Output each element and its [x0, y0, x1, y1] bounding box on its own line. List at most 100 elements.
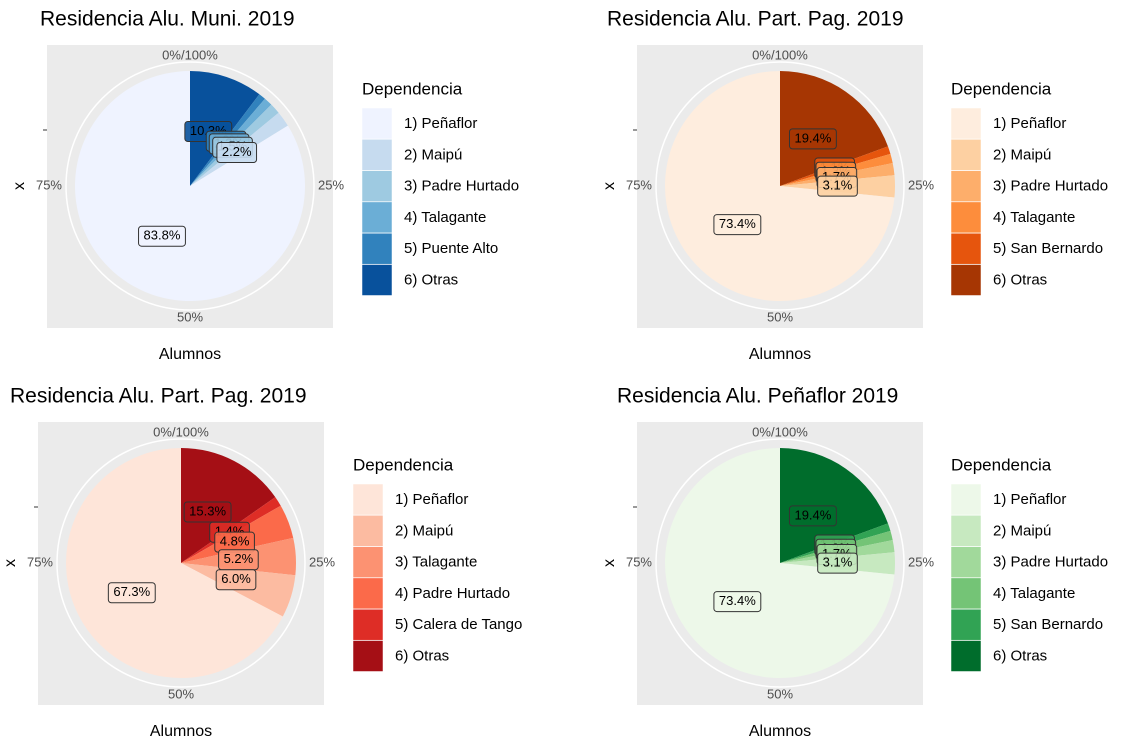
legend-label: 5) San Bernardo — [993, 616, 1103, 633]
legend-key — [950, 546, 982, 578]
legend-key — [361, 107, 393, 140]
legend-key — [352, 483, 384, 516]
angle-tick-label: 50% — [767, 686, 793, 701]
legend-key — [950, 264, 982, 296]
data-label-box — [817, 175, 858, 197]
angle-tick-label: 25% — [318, 177, 344, 192]
legend-key — [950, 107, 982, 140]
legend-key — [361, 139, 393, 171]
legend-label: 3) Padre Hurtado — [993, 178, 1108, 195]
legend-title: Dependencia — [362, 79, 463, 98]
data-label-text: 6.0% — [221, 571, 251, 586]
legend-label: 1) Peñaflor — [395, 491, 468, 508]
legend-key — [950, 232, 982, 265]
legend-label: 2) Maipú — [993, 146, 1051, 163]
data-label-text: 15.3% — [189, 503, 226, 518]
chart-title: Residencia Alu. Muni. 2019 — [40, 8, 295, 31]
angle-tick-label: 75% — [36, 177, 62, 192]
y-axis-label: x — [601, 559, 618, 567]
data-label-box — [107, 582, 156, 604]
legend-label: 2) Maipú — [404, 146, 462, 163]
angle-tick-label: 75% — [626, 554, 652, 569]
grid-circle — [65, 61, 315, 311]
pie-slice — [664, 448, 895, 679]
angle-tick-label: 25% — [908, 177, 934, 192]
data-label: 2.2% — [216, 141, 258, 163]
legend-label: 6) Otras — [993, 647, 1047, 664]
legend-label: 5) San Bernardo — [993, 240, 1103, 257]
data-label: 4.8% — [214, 531, 255, 553]
data-label: 15.3% — [183, 501, 232, 523]
legend-key — [950, 640, 982, 672]
x-axis-label: Alumnos — [150, 723, 212, 740]
legend-label: 4) Padre Hurtado — [395, 585, 510, 602]
y-axis-label: x — [601, 182, 618, 190]
legend-label: 3) Padre Hurtado — [993, 554, 1108, 571]
angle-tick-label: 50% — [767, 309, 793, 324]
chart-title: Residencia Alu. Part. Pag. 2019 — [607, 8, 904, 31]
data-label-text: 19.4% — [794, 130, 831, 145]
pie-slice — [65, 448, 283, 678]
legend-key — [950, 201, 982, 234]
data-label: 19.4% — [788, 505, 837, 527]
pie-slice — [664, 71, 895, 302]
legend-label: 2) Maipú — [395, 522, 453, 539]
data-label-text: 3.1% — [823, 178, 853, 193]
angle-tick-label: 50% — [168, 686, 194, 701]
angle-tick-label: 50% — [177, 309, 203, 324]
legend-title: Dependencia — [353, 455, 454, 474]
angle-tick-label: 0%/100% — [162, 47, 218, 62]
data-label-box — [788, 505, 837, 527]
angle-tick-label: 0%/100% — [752, 424, 808, 439]
legend-key — [361, 170, 393, 202]
data-label-box — [216, 141, 258, 163]
data-label-text: 73.4% — [719, 593, 756, 608]
pie-slice — [74, 71, 305, 301]
data-label: 3.1% — [817, 175, 858, 197]
legend-label: 6) Otras — [395, 647, 449, 664]
legend-label: 5) Calera de Tango — [395, 616, 522, 633]
legend-label: 6) Otras — [993, 271, 1047, 288]
data-label-text: 67.3% — [113, 584, 150, 599]
legend-key — [352, 640, 384, 672]
legend-key — [352, 546, 384, 578]
y-axis-label: x — [2, 559, 19, 567]
legend-label: 4) Talagante — [993, 585, 1075, 602]
legend-label: 1) Peñaflor — [404, 115, 477, 132]
data-label-box — [713, 214, 762, 236]
legend-key — [352, 577, 384, 610]
legend-key — [950, 515, 982, 547]
data-label-text: 5.2% — [224, 551, 254, 566]
legend-label: 2) Maipú — [993, 522, 1051, 539]
legend-title: Dependencia — [951, 79, 1052, 98]
data-label: 67.3% — [107, 582, 156, 604]
legend-key — [361, 201, 393, 234]
chart-title: Residencia Alu. Peñaflor 2019 — [617, 385, 898, 408]
data-label: 6.0% — [215, 569, 257, 591]
legend-label: 1) Peñaflor — [993, 115, 1066, 132]
data-label-text: 3.1% — [823, 555, 853, 570]
legend-label: 4) Talagante — [404, 209, 486, 226]
data-label-text: 73.4% — [719, 216, 756, 231]
data-label: 73.4% — [713, 214, 762, 236]
grid-circle — [655, 438, 905, 688]
chart-title: Residencia Alu. Part. Pag. 2019 — [10, 385, 307, 408]
data-label: 83.8% — [138, 225, 186, 247]
data-label-box — [183, 501, 232, 523]
data-label-box — [817, 552, 858, 574]
legend-key — [950, 577, 982, 610]
x-axis-label: Alumnos — [159, 346, 221, 363]
grid-circle — [655, 61, 905, 311]
legend-key — [950, 483, 982, 516]
angle-tick-label: 25% — [908, 554, 934, 569]
x-axis-label: Alumnos — [749, 723, 811, 740]
legend-label: 3) Talagante — [395, 554, 477, 571]
legend-key — [950, 608, 982, 641]
legend-key — [950, 139, 982, 171]
data-label-box — [138, 225, 186, 247]
legend-key — [352, 515, 384, 547]
data-label-text: 4.8% — [220, 534, 250, 549]
legend-label: 3) Padre Hurtado — [404, 178, 519, 195]
legend-label: 5) Puente Alto — [404, 240, 498, 257]
